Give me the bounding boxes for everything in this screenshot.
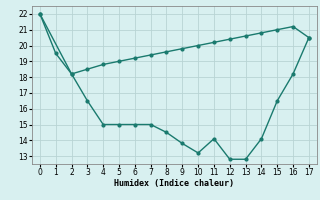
X-axis label: Humidex (Indice chaleur): Humidex (Indice chaleur): [115, 179, 234, 188]
